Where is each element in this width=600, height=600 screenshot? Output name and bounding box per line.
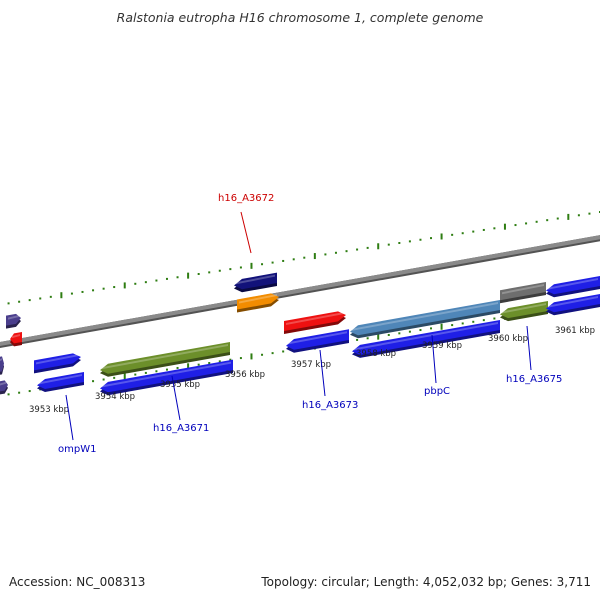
leader-line (65, 394, 74, 441)
gene-feature-blue (37, 372, 84, 392)
scale-label: 3960 kbp (488, 334, 528, 344)
gene-feature-blue (546, 276, 600, 298)
gene-feature-red (10, 332, 22, 347)
scale-label: 3955 kbp (160, 380, 200, 390)
gene-labels: ompW1 h16_A3671 h16_A3672 h16_A3673 pbpC h16_… (58, 193, 562, 455)
gene-label: pbpC (424, 386, 450, 397)
gene-label: h16_A3675 (506, 374, 562, 385)
gene-feature-blue (546, 294, 600, 316)
leader-line (526, 325, 532, 371)
accession-text: Accession: NC_008313 (9, 575, 146, 589)
scale-label: 3956 kbp (225, 370, 265, 380)
backbone (0, 235, 600, 347)
gene-features (0, 0, 600, 396)
scale-label: 3954 kbp (95, 392, 135, 402)
gene-feature-red (284, 311, 346, 335)
leader-line (319, 349, 326, 397)
scale-label: 3961 kbp (555, 326, 595, 336)
tick-marks (7, 211, 600, 396)
gene-label: h16_A3673 (302, 400, 358, 411)
gene-label: h16_A3672 (218, 193, 274, 204)
label-leader-lines (65, 211, 532, 441)
gene-feature-orange (237, 293, 279, 313)
scale-label: 3957 kbp (291, 360, 331, 370)
gene-feature-blue (34, 353, 81, 374)
gene-feature-olive (500, 301, 548, 322)
leader-line (240, 211, 252, 254)
map-title: Ralstonia eutropha H16 chromosome 1, com… (116, 10, 484, 25)
scale-label: 3953 kbp (29, 405, 69, 415)
gene-feature-purple (6, 313, 21, 329)
scale-label: 3958 kbp (356, 349, 396, 359)
gene-feature-blue (100, 359, 233, 396)
gene-label: h16_A3671 (153, 423, 209, 434)
gene-label: ompW1 (58, 444, 96, 455)
gene-feature-blue (352, 320, 500, 358)
gene-feature-gray (500, 282, 546, 304)
gene-feature-blue (286, 329, 349, 353)
leader-line (171, 375, 181, 421)
scale-labels: 3953 kbp 3954 kbp 3955 kbp 3956 kbp 3957 kbp… (29, 326, 595, 415)
gene-feature-navy (234, 272, 277, 293)
scale-label: 3959 kbp (422, 341, 462, 351)
chromosome-backbone (0, 235, 600, 349)
gene-feature-olive (100, 342, 230, 377)
gene-feature-steel (350, 300, 500, 339)
topology-text: Topology: circular; Length: 4,052,032 bp… (261, 575, 591, 589)
leader-line (431, 334, 437, 384)
gene-feature-purple (0, 380, 8, 395)
gene-feature-silver (0, 0, 2, 3)
gene-feature-purple (0, 356, 4, 375)
